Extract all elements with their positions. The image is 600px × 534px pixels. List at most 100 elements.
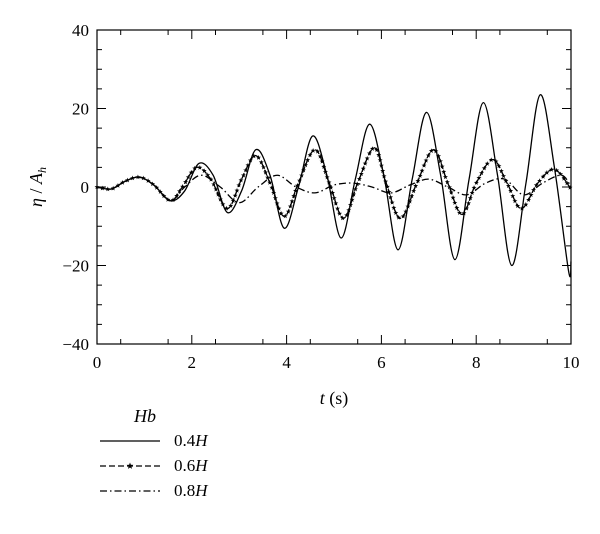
series-2-marker bbox=[154, 185, 160, 190]
series-2-marker bbox=[294, 183, 300, 188]
series-2-marker bbox=[358, 171, 364, 176]
series-2-marker bbox=[94, 184, 100, 190]
series-2-marker bbox=[393, 210, 399, 215]
x-tick-label: 8 bbox=[472, 353, 481, 372]
series-2-marker bbox=[301, 167, 307, 173]
series-2-marker bbox=[276, 205, 282, 211]
series-2-marker bbox=[120, 180, 125, 185]
x-axis-label: t (s) bbox=[320, 388, 349, 409]
series-2-marker bbox=[236, 182, 242, 188]
series-2-marker bbox=[331, 195, 337, 201]
series-2-marker bbox=[248, 157, 253, 163]
series-2-marker bbox=[224, 205, 229, 211]
series-2-marker bbox=[510, 193, 516, 199]
series-2-marker bbox=[446, 184, 452, 190]
series-2-marker bbox=[197, 165, 203, 170]
series-2-marker bbox=[526, 197, 532, 202]
series-2-marker bbox=[274, 200, 280, 206]
series-2-marker bbox=[340, 215, 346, 221]
series-2-marker bbox=[388, 194, 394, 200]
series-2-marker bbox=[413, 183, 419, 189]
series-2-marker bbox=[425, 152, 431, 158]
series-2-marker bbox=[442, 174, 448, 180]
series-2-marker bbox=[305, 157, 311, 163]
series-2-marker bbox=[360, 166, 366, 171]
series-2-marker bbox=[383, 178, 389, 184]
series-2-marker bbox=[366, 150, 372, 156]
series-2-marker bbox=[285, 208, 291, 214]
series-2-marker bbox=[165, 197, 171, 202]
series-2-marker bbox=[228, 203, 234, 208]
series-2-marker bbox=[403, 208, 409, 214]
series-2-marker bbox=[291, 193, 297, 199]
series-layer bbox=[94, 94, 573, 278]
series-2-marker bbox=[380, 168, 386, 174]
x-tick-label: 4 bbox=[282, 353, 291, 372]
series-2-marker bbox=[261, 164, 267, 170]
series-2-marker bbox=[205, 172, 211, 178]
series-2-marker bbox=[351, 191, 357, 197]
legend-label-var: H bbox=[194, 481, 209, 500]
series-2-marker bbox=[400, 213, 406, 219]
y-axis-label: η / Ah bbox=[26, 167, 49, 207]
series-2-marker bbox=[473, 180, 479, 185]
series-line-1 bbox=[96, 94, 572, 278]
series-2-marker bbox=[185, 174, 191, 180]
series-2-marker bbox=[356, 176, 362, 182]
series-2-marker bbox=[192, 165, 198, 171]
series-2-marker bbox=[130, 175, 136, 181]
series-2-marker bbox=[496, 163, 502, 169]
series-2-marker bbox=[317, 153, 323, 159]
legend-label-var: H bbox=[194, 456, 209, 475]
series-2-marker bbox=[299, 172, 305, 178]
series-2-marker bbox=[523, 202, 529, 207]
series-2-marker bbox=[428, 148, 434, 153]
legend-label-num: 0.8 bbox=[174, 481, 195, 500]
series-2-marker bbox=[488, 157, 494, 163]
series-2-marker bbox=[433, 148, 439, 154]
series-2-marker bbox=[115, 183, 121, 188]
legend-label-2: 0.6H bbox=[174, 456, 209, 475]
x-tick-label: 10 bbox=[563, 353, 580, 372]
series-2-marker bbox=[506, 183, 511, 189]
series-2-marker bbox=[251, 153, 257, 159]
series-2-marker bbox=[467, 195, 473, 201]
series-2-marker bbox=[528, 192, 534, 198]
series-2-marker bbox=[188, 169, 194, 175]
y-tick-label: −20 bbox=[62, 257, 89, 276]
series-2-marker bbox=[540, 174, 546, 179]
series-2-marker bbox=[479, 170, 485, 176]
legend-title: Hb bbox=[133, 406, 156, 426]
series-2-marker bbox=[364, 155, 370, 161]
series-2-marker bbox=[386, 189, 392, 195]
series-2-marker bbox=[450, 195, 456, 200]
series-2-marker bbox=[567, 185, 573, 190]
series-2-marker bbox=[537, 178, 543, 183]
series-2-marker bbox=[278, 210, 284, 216]
series-2-marker bbox=[272, 195, 278, 201]
series-2-marker bbox=[476, 175, 482, 181]
series-2-marker bbox=[471, 185, 477, 190]
series-2-marker bbox=[287, 203, 293, 209]
series-2-marker bbox=[324, 174, 330, 180]
series-2-marker bbox=[180, 184, 186, 189]
series-2-marker bbox=[457, 210, 462, 215]
series-2-marker bbox=[544, 170, 550, 175]
series-2-marker bbox=[421, 162, 427, 168]
series-2-marker bbox=[515, 203, 521, 208]
series-2-marker bbox=[417, 173, 423, 178]
series-2-marker bbox=[346, 207, 352, 213]
series-2-marker bbox=[378, 162, 384, 168]
series-2-marker bbox=[177, 188, 182, 194]
series-2-marker bbox=[437, 158, 443, 164]
legend-label-var: H bbox=[194, 431, 209, 450]
series-2-marker bbox=[321, 164, 327, 169]
series-2-marker bbox=[292, 188, 298, 193]
x-tick-label: 2 bbox=[188, 353, 197, 372]
series-2-marker bbox=[503, 178, 509, 184]
series-2-marker bbox=[243, 167, 249, 173]
series-2-marker bbox=[466, 200, 472, 206]
series-2-marker bbox=[303, 162, 309, 168]
y-axis-ticks: −40 −20 0 20 40 bbox=[62, 21, 571, 354]
series-2-marker bbox=[215, 191, 221, 197]
